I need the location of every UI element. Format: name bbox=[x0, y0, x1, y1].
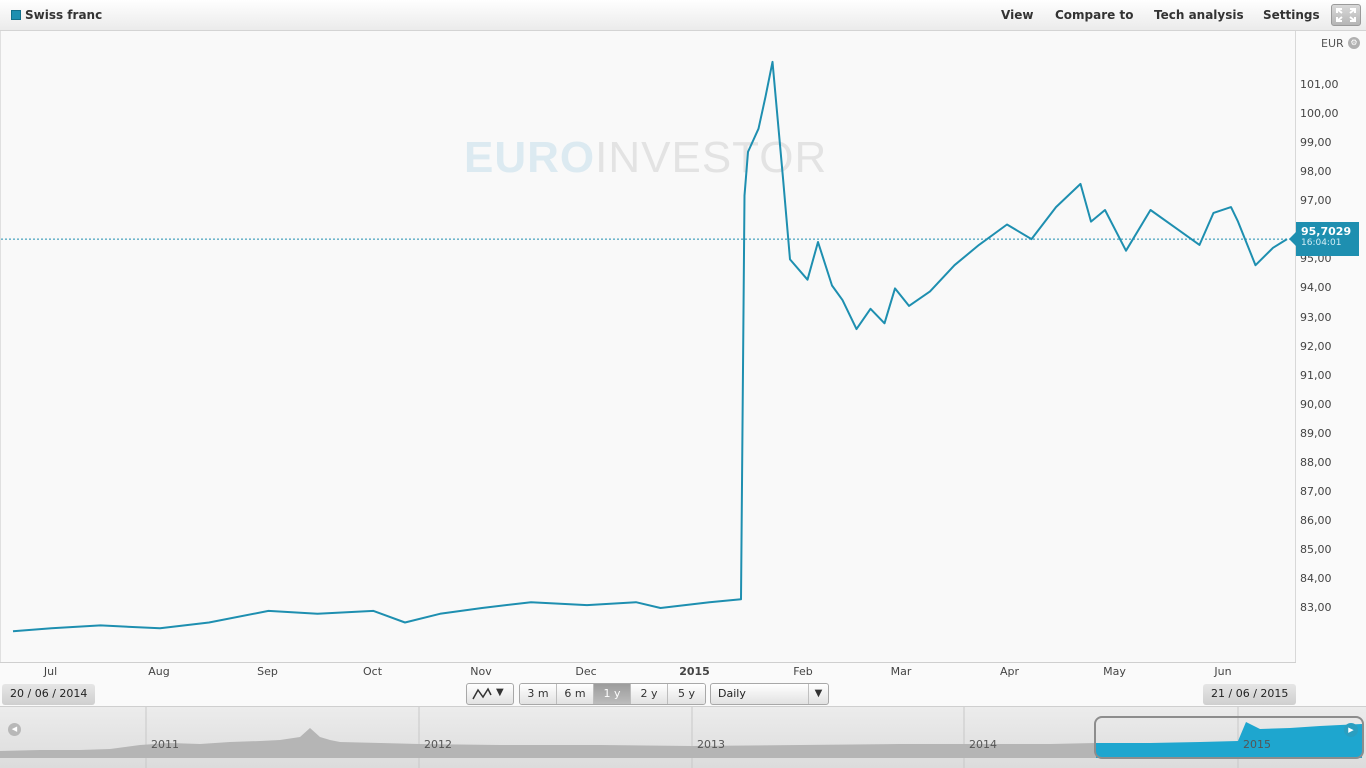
interval-value: Daily bbox=[718, 687, 746, 700]
y-tick-label: 94,00 bbox=[1300, 281, 1332, 295]
y-tick-label: 97,00 bbox=[1300, 194, 1332, 208]
line-chart-icon bbox=[472, 687, 492, 700]
x-tick-label: Sep bbox=[257, 665, 278, 678]
x-tick-label: Dec bbox=[575, 665, 597, 678]
range-1y-button[interactable]: 1 y bbox=[594, 684, 631, 704]
chevron-down-icon: ▼ bbox=[496, 687, 504, 698]
x-tick-label: Jul bbox=[43, 665, 58, 678]
range-5y-button[interactable]: 5 y bbox=[668, 684, 705, 704]
y-tick-label: 84,00 bbox=[1300, 571, 1332, 585]
x-tick-label: Apr bbox=[999, 665, 1020, 678]
chart-type-dropdown[interactable]: ▼ bbox=[466, 683, 514, 705]
x-axis: Jul Aug Sep Oct Nov Dec 2015 Feb Mar Apr May Jun bbox=[0, 662, 1296, 682]
range-2y-button[interactable]: 2 y bbox=[631, 684, 668, 704]
x-tick-label: Oct bbox=[362, 665, 383, 678]
y-tick-label: 93,00 bbox=[1300, 310, 1332, 324]
nav-year-2011: 2011 bbox=[151, 738, 179, 751]
nav-year-2015: 2015 bbox=[1243, 738, 1271, 751]
y-tick-label: 92,00 bbox=[1300, 339, 1332, 353]
y-tick-label: 100,00 bbox=[1300, 107, 1339, 121]
time-navigator[interactable]: ◀ 2011 2012 2013 2014 2015 ▶ bbox=[0, 706, 1366, 768]
y-tick-label: 90,00 bbox=[1300, 397, 1332, 411]
y-tick-label: 87,00 bbox=[1300, 484, 1332, 498]
start-date[interactable]: 20 / 06 / 2014 bbox=[2, 684, 96, 705]
y-axis: EUR ⚙ 83,00 84,00 85,00 86,00 87,00 88,00 89,0… bbox=[1296, 31, 1366, 662]
watermark-part1: EURO bbox=[464, 133, 596, 182]
header-bar: Swiss franc View Compare to Tech analysi… bbox=[0, 0, 1366, 31]
y-tick-label: 91,00 bbox=[1300, 368, 1332, 382]
last-price-flag: 95,7029 16:04:01 bbox=[1289, 222, 1359, 257]
settings-menu[interactable]: Settings bbox=[1263, 8, 1320, 22]
navigator-right-handle-icon[interactable]: ▶ bbox=[1344, 723, 1358, 737]
y-tick-label: 85,00 bbox=[1300, 542, 1332, 556]
y-tick-label: 99,00 bbox=[1300, 136, 1332, 150]
last-price: 95,7029 bbox=[1301, 225, 1352, 239]
last-price-time: 16:04:01 bbox=[1301, 238, 1342, 249]
chevron-down-icon: ▼ bbox=[808, 684, 828, 704]
nav-year-2012: 2012 bbox=[424, 738, 452, 751]
controls-bar: 20 / 06 / 2014 ▼ 3 m 6 m 1 y 2 y 5 y Dai… bbox=[0, 682, 1366, 706]
navigator-overview-svg bbox=[0, 707, 1362, 768]
series-line bbox=[12, 60, 1288, 633]
tech-analysis-menu[interactable]: Tech analysis bbox=[1154, 8, 1244, 22]
end-date[interactable]: 21 / 06 / 2015 bbox=[1203, 684, 1297, 705]
range-3m-button[interactable]: 3 m bbox=[520, 684, 557, 704]
y-tick-label: 83,00 bbox=[1300, 601, 1332, 614]
range-6m-button[interactable]: 6 m bbox=[557, 684, 594, 704]
x-tick-label: Jun bbox=[1214, 665, 1232, 678]
x-tick-label: Nov bbox=[470, 665, 492, 678]
wrench-icon[interactable]: ⚙ bbox=[1348, 37, 1360, 49]
y-tick-label: 101,00 bbox=[1300, 78, 1339, 92]
range-selector: 3 m 6 m 1 y 2 y 5 y bbox=[519, 683, 706, 705]
y-tick-label: 88,00 bbox=[1300, 455, 1332, 469]
price-chart-svg bbox=[1, 60, 1297, 633]
fullscreen-button[interactable] bbox=[1331, 4, 1361, 26]
x-tick-label: Aug bbox=[148, 665, 170, 678]
compare-to-menu[interactable]: Compare to bbox=[1055, 8, 1134, 22]
x-tick-label: Mar bbox=[890, 665, 912, 678]
watermark-part2: INVESTOR bbox=[595, 133, 828, 182]
nav-year-2013: 2013 bbox=[697, 738, 725, 751]
expand-icon bbox=[1336, 8, 1356, 22]
y-tick-label: 98,00 bbox=[1300, 165, 1332, 179]
x-tick-label: 2015 bbox=[679, 665, 710, 678]
interval-select[interactable]: Daily ▼ bbox=[710, 683, 829, 705]
y-tick-label: 86,00 bbox=[1300, 513, 1332, 527]
x-tick-label: May bbox=[1103, 665, 1126, 678]
y-tick-label: 89,00 bbox=[1300, 426, 1332, 440]
x-tick-label: Feb bbox=[793, 665, 813, 678]
currency-label: EUR bbox=[1321, 37, 1344, 50]
view-menu[interactable]: View bbox=[1001, 8, 1034, 22]
series-color-swatch bbox=[11, 10, 21, 20]
euroinvestor-watermark: EUROINVESTOR bbox=[464, 133, 827, 183]
nav-year-2014: 2014 bbox=[969, 738, 997, 751]
navigator-selection-window[interactable] bbox=[1094, 716, 1364, 759]
series-title: Swiss franc bbox=[25, 8, 103, 22]
navigator-left-arrow-icon[interactable]: ◀ bbox=[8, 723, 21, 736]
plot-area[interactable]: EUROINVESTOR bbox=[0, 31, 1297, 662]
